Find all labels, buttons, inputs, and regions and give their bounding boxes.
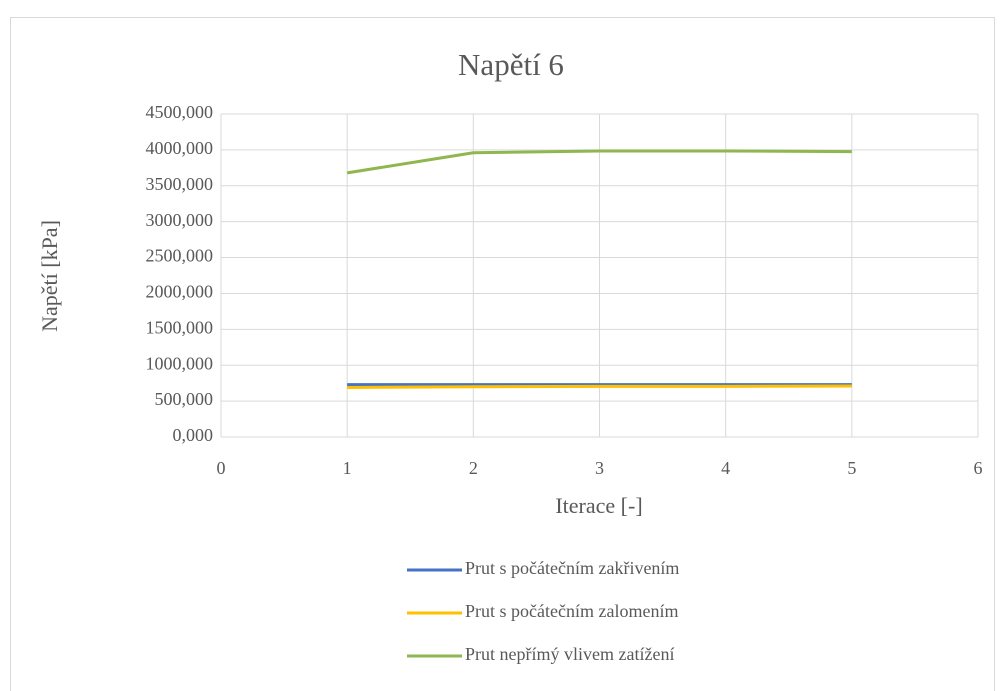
x-axis-label: Iterace [-] [555, 493, 642, 518]
legend-label: Prut nepřímý vlivem zatížení [465, 644, 674, 664]
y-tick-label: 3500,000 [146, 174, 214, 194]
series-line [347, 384, 852, 389]
y-tick-label: 3000,000 [146, 210, 214, 230]
x-tick-label: 1 [343, 458, 352, 478]
x-tick-label: 5 [847, 458, 856, 478]
y-tick-label: 1500,000 [146, 317, 214, 337]
series-line [346, 149, 852, 175]
y-tick-label: 2000,000 [146, 282, 214, 302]
x-tick-label: 2 [469, 458, 478, 478]
y-axis-label: Napětí [kPa] [37, 220, 62, 332]
y-tick-label: 4500,000 [146, 102, 214, 122]
y-tick-label: 2500,000 [146, 246, 214, 266]
y-tick-label: 4000,000 [146, 138, 214, 158]
y-tick-label: 1000,000 [146, 353, 214, 373]
legend-label: Prut s počátečním zakřivením [465, 558, 679, 578]
y-tick-label: 500,000 [155, 389, 214, 409]
chart-title: Napětí 6 [458, 47, 564, 82]
legend-label: Prut s počátečním zalomením [465, 601, 678, 621]
x-tick-label: 4 [721, 458, 730, 478]
x-tick-label: 0 [217, 458, 226, 478]
x-tick-label: 3 [595, 458, 604, 478]
chart-border [10, 17, 995, 691]
y-tick-label: 0,000 [173, 425, 214, 445]
x-tick-label: 6 [974, 458, 983, 478]
